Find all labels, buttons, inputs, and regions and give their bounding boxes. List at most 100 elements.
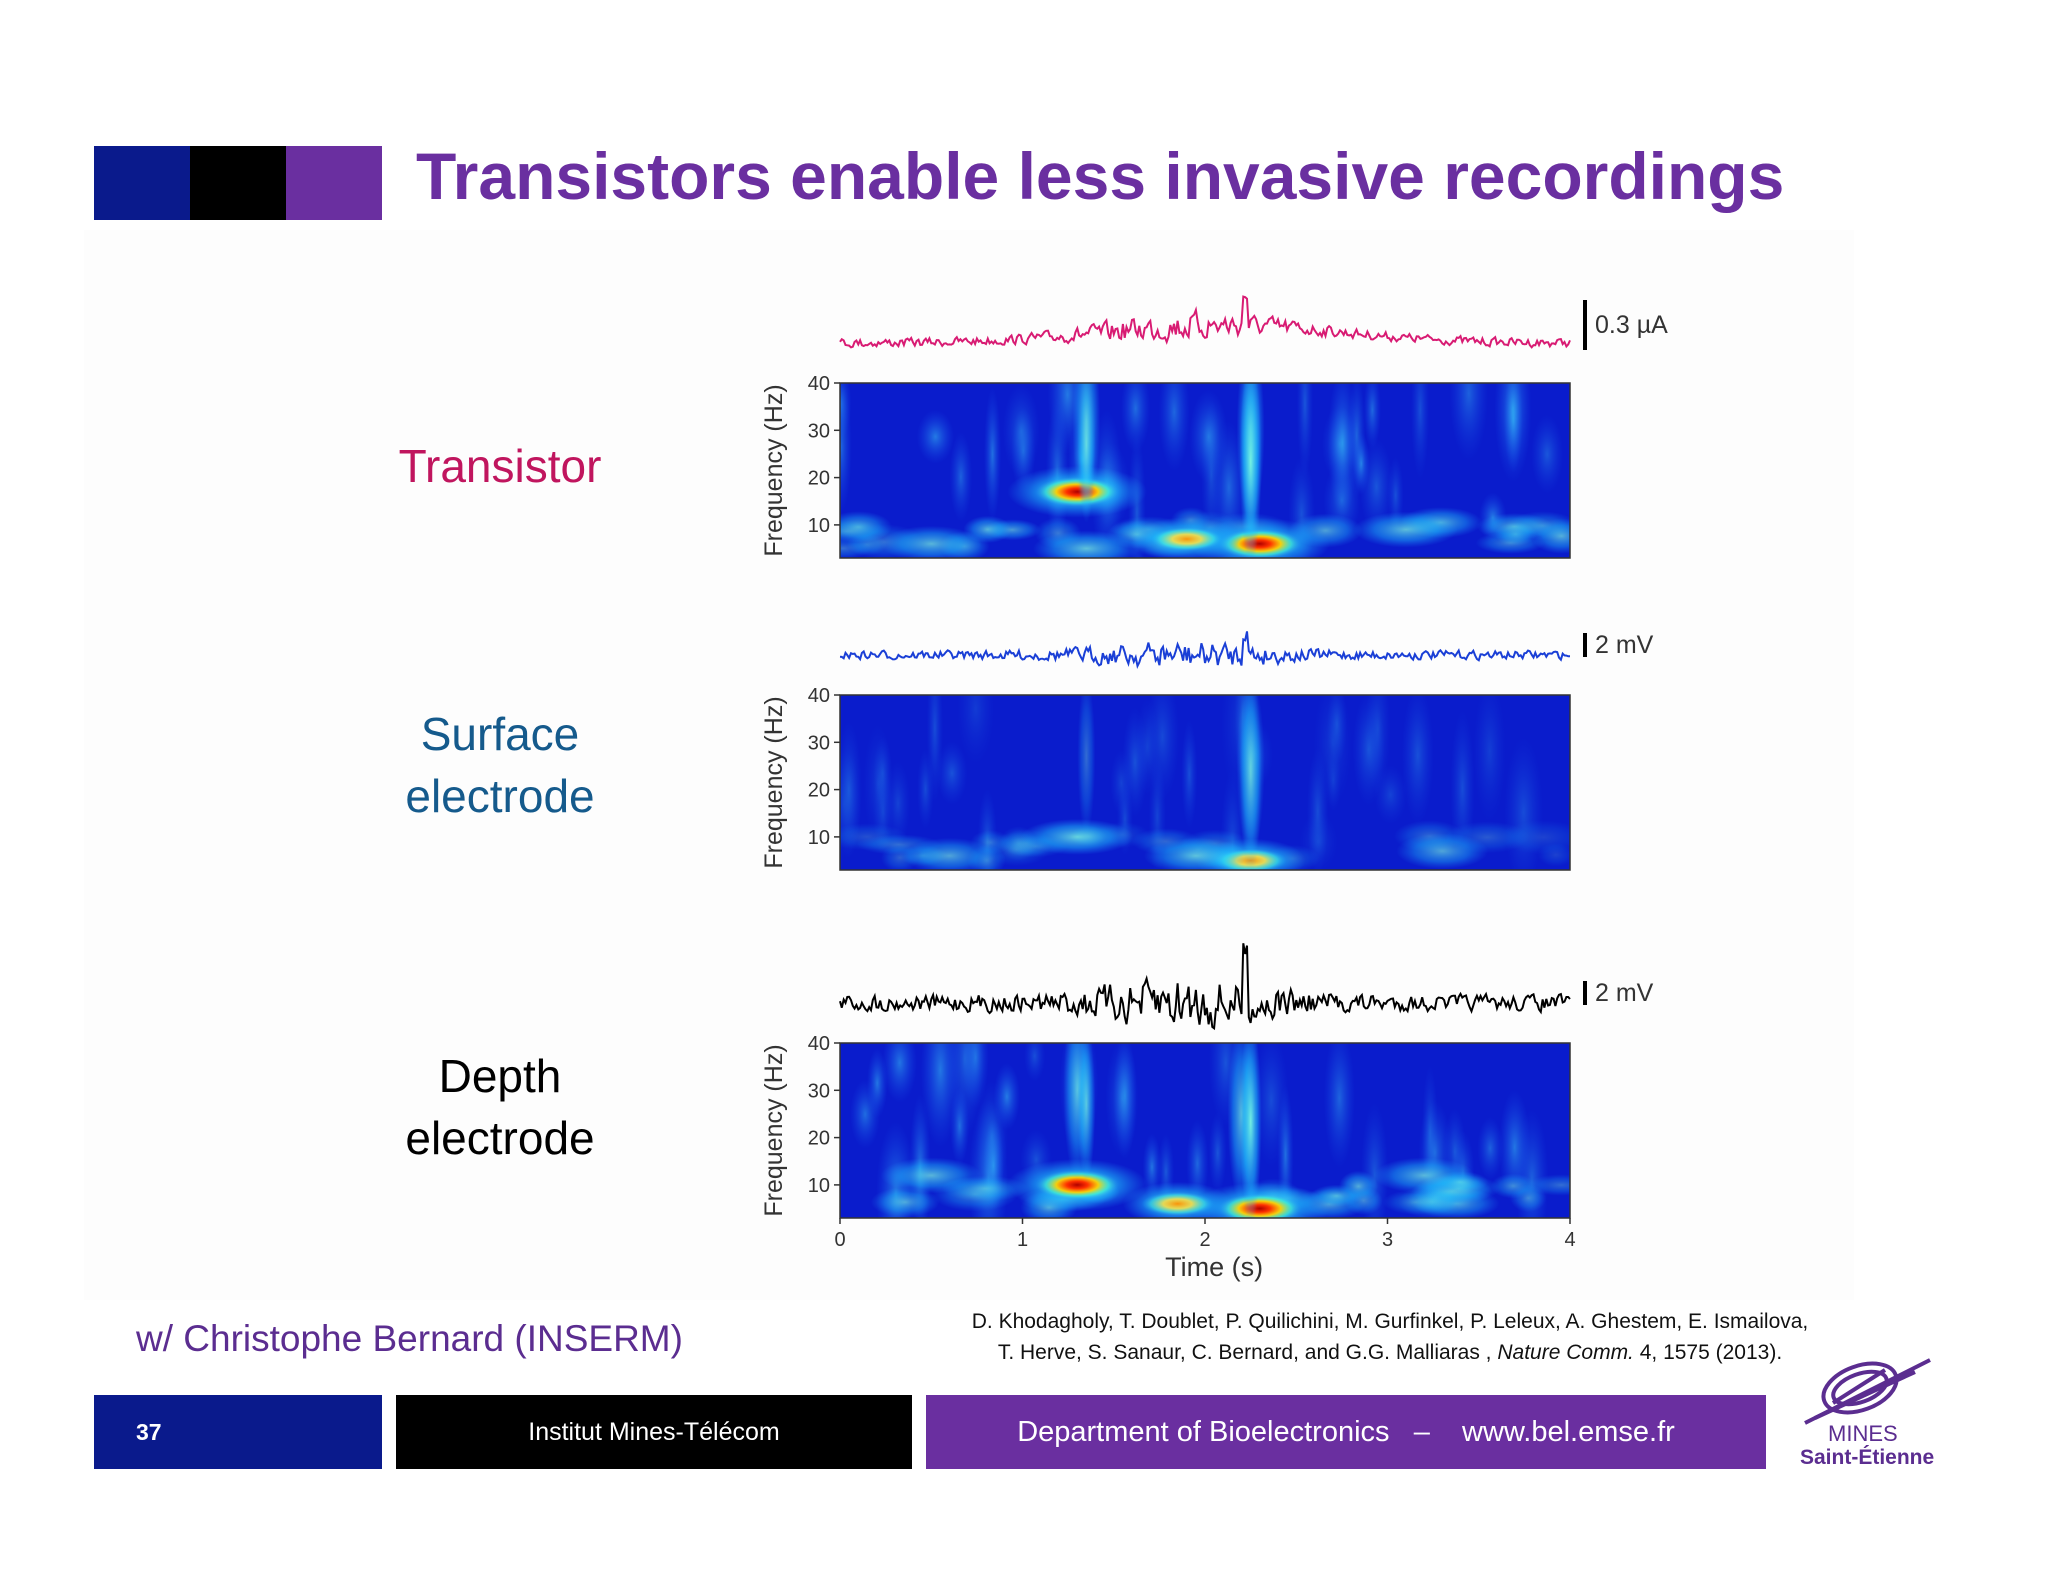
heatmap-hotspot [1035, 1169, 1120, 1200]
heatmap-streak [949, 431, 973, 522]
heatmap-streak [840, 383, 852, 513]
y-tick-label: 40 [808, 373, 830, 395]
heatmap-column [1077, 695, 1096, 835]
y-tick-label: 40 [808, 685, 830, 707]
y-tick-label: 20 [808, 780, 830, 802]
heatmap-streak [1494, 383, 1532, 483]
heatmap-streak [882, 1043, 918, 1104]
heatmap-streak [1410, 383, 1430, 480]
y-tick-label: 10 [808, 1175, 830, 1197]
heatmap-streak [1128, 432, 1146, 558]
panel-group-depth-electrode: 10 20 30 40 Frequency (Hz) 2 mV [760, 943, 1654, 1219]
logo-text-saint-etienne: Saint-Étienne [1800, 1446, 1935, 1469]
heatmap-hotspot [1396, 833, 1489, 870]
heatmap-streak [850, 1079, 881, 1149]
row-label-depth-electrode: Depth electrode [290, 1045, 710, 1169]
header-block-black [190, 146, 286, 220]
row-label-line: electrode [405, 1112, 595, 1164]
heatmap-streak [1323, 1043, 1356, 1169]
heatmap-hotspot [1032, 530, 1140, 558]
citation-ref: 4, 1575 (2013). [1633, 1341, 1783, 1364]
x-axis-label: Time (s) [1165, 1252, 1263, 1282]
row-label-line: Depth [438, 1050, 562, 1102]
row-label-line: electrode [405, 770, 595, 822]
y-tick-label: 40 [808, 1033, 830, 1055]
heatmap-streak [1208, 1112, 1227, 1195]
header-block-purple [286, 146, 382, 220]
y-tick-label: 30 [808, 1080, 830, 1102]
heatmap-streak [1359, 438, 1394, 536]
footer-department: Department of Bioelectronics – www.bel.e… [926, 1395, 1766, 1469]
collaboration-credit: w/ Christophe Bernard (INSERM) [136, 1318, 683, 1359]
heatmap-band [870, 1187, 940, 1218]
row-label-surface-electrode: Surface electrode [290, 703, 710, 827]
heatmap-streak [1296, 383, 1314, 478]
panel-group-transistor: 10 20 30 40 Frequency (Hz) 0.3 µA [760, 295, 1668, 559]
heatmap-streak [949, 1087, 970, 1166]
heatmap-column [1077, 1043, 1096, 1183]
heatmap-streak [1313, 695, 1353, 807]
y-axis-label: Frequency (Hz) [760, 1044, 788, 1216]
scale-bar-label: 2 mV [1595, 979, 1654, 1007]
heatmap-frame [839, 694, 1571, 871]
x-tick-label: 3 [1382, 1229, 1393, 1251]
heatmap-band [1500, 820, 1570, 855]
heatmap-streak [936, 741, 968, 806]
heatmap-streak [957, 695, 995, 765]
heatmap-streak [916, 748, 934, 830]
y-tick-label: 30 [808, 732, 830, 754]
heatmap-hotspot [1353, 511, 1458, 548]
signal-trace [839, 631, 1570, 670]
heatmap-hotspot [903, 837, 996, 870]
citation-line-2: T. Herve, S. Sanaur, C. Bernard, and G.G… [860, 1337, 1920, 1368]
heatmap-streak [1105, 1043, 1139, 1158]
x-tick-label: 0 [834, 1229, 845, 1251]
heatmap-hotspot [1150, 527, 1223, 552]
heatmap-streak [916, 409, 955, 464]
heatmap-streak [1449, 383, 1489, 461]
heatmap-band [1490, 1173, 1536, 1199]
heatmap-streak [1181, 719, 1198, 830]
scale-bar-label: 0.3 µA [1595, 311, 1668, 339]
logo-text-mines: MINES [1828, 1421, 1898, 1446]
citation-journal: Nature Comm. [1497, 1341, 1634, 1364]
y-axis-label: Frequency (Hz) [760, 696, 788, 868]
slide-title: Transistors enable less invasive recordi… [416, 139, 1785, 213]
heatmap-blobs [840, 383, 1570, 558]
heatmap-streak [1473, 695, 1506, 823]
row-label-line: Transistor [398, 440, 602, 492]
citation-line-1: D. Khodagholy, T. Doublet, P. Quilichini… [971, 1310, 1809, 1333]
footer-institute: Institut Mines-Télécom [396, 1395, 912, 1469]
heatmap-streak [1363, 383, 1382, 450]
y-axis-label: Frequency (Hz) [760, 384, 788, 556]
citation-authors: T. Herve, S. Sanaur, C. Bernard, and G.G… [997, 1341, 1498, 1364]
heatmap-streak [983, 386, 1002, 522]
heatmap-band [840, 537, 872, 558]
heatmap-band [1530, 518, 1570, 554]
mines-logo-icon [1804, 1358, 1931, 1425]
x-axis: 0 1 2 3 4 Time (s) [834, 1218, 1576, 1282]
heatmap-streak [1531, 414, 1564, 494]
heatmap-hotspot [880, 525, 982, 558]
heatmap-streak [1158, 383, 1190, 472]
signal-trace [839, 943, 1571, 1031]
heatmap-streak [1477, 1116, 1504, 1180]
scale-bar-label: 2 mV [1595, 631, 1654, 659]
heatmap-streak [1189, 389, 1228, 484]
y-tick-label: 20 [808, 1128, 830, 1150]
y-tick-label: 20 [808, 468, 830, 490]
heatmap-hotspot [1035, 476, 1120, 507]
header-block-blue [94, 146, 190, 220]
citation: D. Khodagholy, T. Doublet, P. Quilichini… [860, 1306, 1920, 1368]
heatmap-column [1239, 695, 1262, 870]
heatmap-streak [1504, 736, 1544, 870]
heatmap-streak [1002, 384, 1040, 479]
x-tick-label: 1 [1017, 1229, 1028, 1251]
heatmap-streak [1135, 697, 1159, 796]
heatmap-column [1239, 383, 1262, 558]
x-tick-label: 4 [1564, 1229, 1575, 1251]
heatmap-blobs [840, 695, 1570, 870]
heatmap-hotspot [880, 1157, 982, 1194]
